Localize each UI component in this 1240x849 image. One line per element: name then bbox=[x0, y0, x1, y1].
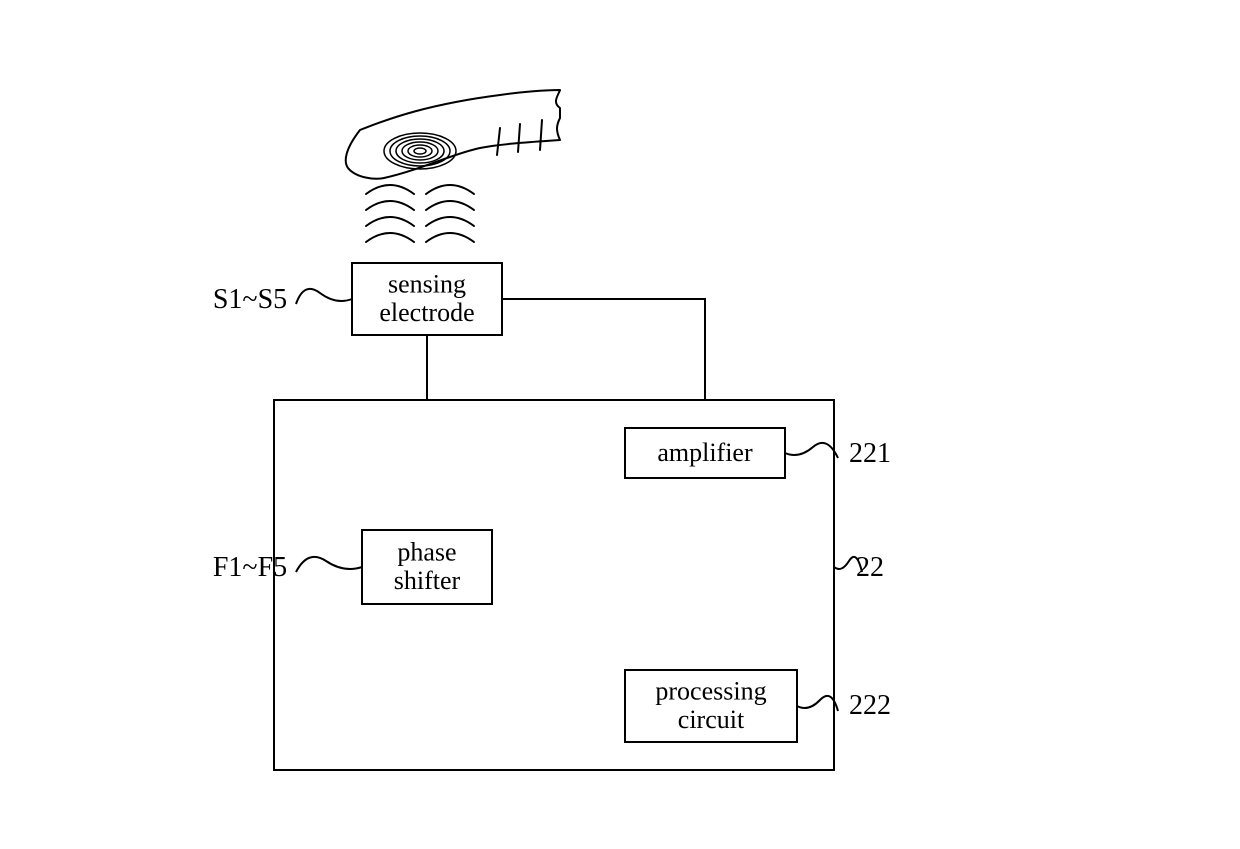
sensing-electrode-label: sensingelectrode bbox=[379, 270, 474, 328]
signal-waves bbox=[366, 185, 474, 242]
label-221: 221 bbox=[849, 438, 891, 469]
wave-arc bbox=[366, 217, 414, 226]
wave-arc bbox=[366, 185, 414, 194]
amplifier-label: amplifier bbox=[657, 438, 753, 467]
diagram-canvas: sensingelectrodeamplifierphaseshifterpro… bbox=[0, 0, 1240, 849]
label-f1-f5: F1~F5 bbox=[213, 552, 287, 583]
wave-arc bbox=[426, 201, 474, 210]
finger-drawing bbox=[346, 90, 560, 179]
label-222: 222 bbox=[849, 690, 891, 721]
wave-arc bbox=[366, 201, 414, 210]
knuckle-line bbox=[518, 124, 520, 152]
label-s1-s5: S1~S5 bbox=[213, 284, 287, 315]
wave-arc bbox=[366, 233, 414, 242]
fingerprint-ring bbox=[390, 136, 450, 166]
fingerprint-ring bbox=[414, 148, 426, 154]
fingerprint-ring bbox=[408, 145, 432, 157]
wave-arc bbox=[426, 217, 474, 226]
wave-arc bbox=[426, 233, 474, 242]
wave-arc bbox=[426, 185, 474, 194]
phase-shifter-label: phaseshifter bbox=[394, 538, 461, 596]
knuckle-line bbox=[497, 128, 500, 155]
knuckle-line bbox=[540, 120, 542, 150]
leader-s1-s5 bbox=[296, 289, 352, 304]
